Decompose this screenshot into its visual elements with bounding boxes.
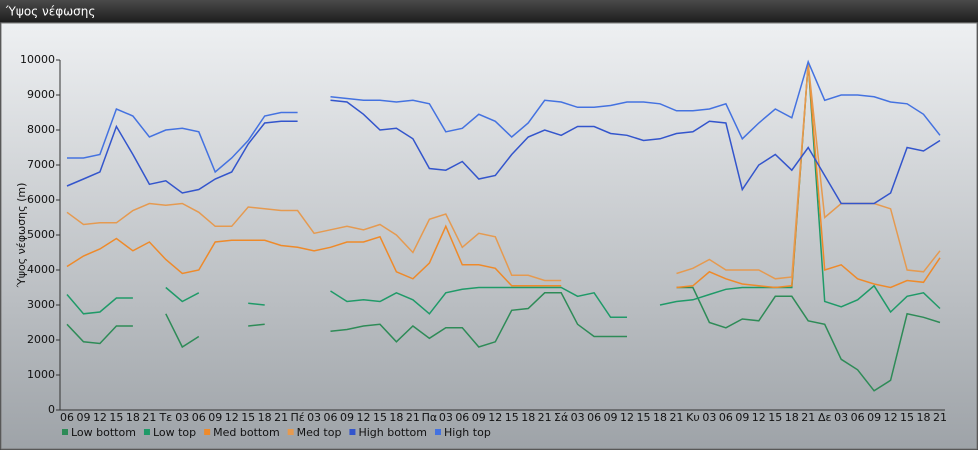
x-tick-label: 09	[735, 411, 749, 424]
x-tick-label: 09	[867, 411, 881, 424]
y-tick-label: 10000	[20, 53, 55, 66]
chart-title: Ύψος νέφωσης	[5, 5, 95, 19]
x-tick-label: 21	[142, 411, 156, 424]
x-tick-label: 06	[719, 411, 733, 424]
legend-swatch	[204, 429, 211, 435]
x-tick-label: 15	[505, 411, 519, 424]
x-tick-label: 09	[208, 411, 222, 424]
x-tick-label: 06	[324, 411, 338, 424]
x-tick-label: 15	[373, 411, 387, 424]
y-tick-label: 7000	[27, 158, 55, 171]
series-line	[66, 99, 941, 205]
x-tick-label: 15	[900, 411, 914, 424]
series-line	[66, 63, 941, 319]
legend-label: Med bottom	[213, 426, 280, 439]
x-tick-label: 15	[241, 411, 255, 424]
x-tick-label: 03	[439, 411, 453, 424]
x-tick-label: 18	[917, 411, 931, 424]
x-tick-label: 09	[340, 411, 354, 424]
x-tick-label: 06	[455, 411, 469, 424]
x-tick-label: 21	[538, 411, 552, 424]
x-tick-label: 15	[109, 411, 123, 424]
x-tick-label: 03	[702, 411, 716, 424]
x-tick-label: Σά	[554, 411, 568, 424]
y-tick-label: 9000	[27, 88, 55, 101]
x-tick-label: 09	[76, 411, 90, 424]
y-tick-label: 2000	[27, 333, 55, 346]
x-tick-label: 15	[637, 411, 651, 424]
x-tick-label: 09	[604, 411, 618, 424]
x-tick-label: Πέ	[290, 411, 304, 424]
x-tick-label: Δε	[818, 411, 832, 424]
legend-label: Low top	[153, 426, 196, 439]
x-tick-label: 12	[884, 411, 898, 424]
x-tick-label: 21	[669, 411, 683, 424]
x-tick-label: 18	[785, 411, 799, 424]
x-tick-label: 21	[933, 411, 947, 424]
legend-label: High top	[444, 426, 491, 439]
legend-swatch	[287, 429, 294, 435]
title-bar	[0, 0, 978, 22]
x-tick-label: 12	[93, 411, 107, 424]
y-tick-label: 1000	[27, 368, 55, 381]
x-tick-label: 15	[768, 411, 782, 424]
x-tick-label: 21	[406, 411, 420, 424]
x-tick-label: 03	[834, 411, 848, 424]
y-axis-title: Ύψος νέφωσης (m)	[15, 183, 28, 289]
x-tick-label: 03	[175, 411, 189, 424]
x-tick-label: 18	[521, 411, 535, 424]
x-tick-label: Τε	[158, 411, 172, 424]
x-tick-label: 18	[126, 411, 140, 424]
x-tick-label: Κυ	[686, 411, 700, 424]
x-tick-label: 21	[801, 411, 815, 424]
series-line	[67, 59, 941, 174]
x-tick-label: 18	[258, 411, 272, 424]
x-tick-label: 06	[587, 411, 601, 424]
legend-swatch	[349, 429, 356, 435]
legend-label: Med top	[297, 426, 342, 439]
x-tick-label: 09	[472, 411, 486, 424]
y-tick-label: 8000	[27, 123, 55, 136]
x-tick-label: Πα	[422, 411, 438, 424]
x-tick-label: 18	[389, 411, 403, 424]
x-tick-label: 06	[60, 411, 74, 424]
y-tick-label: 6000	[27, 193, 55, 206]
x-tick-label: 21	[274, 411, 288, 424]
x-tick-label: 12	[225, 411, 239, 424]
x-tick-label: 12	[752, 411, 766, 424]
x-tick-label: 12	[488, 411, 502, 424]
y-tick-label: 5000	[27, 228, 55, 241]
y-tick-label: 4000	[27, 263, 55, 276]
legend-label: High bottom	[358, 426, 427, 439]
y-tick-label: 3000	[27, 298, 55, 311]
series-line	[66, 286, 941, 392]
legend-swatch	[62, 429, 68, 435]
x-tick-label: 12	[356, 411, 370, 424]
x-tick-label: 18	[653, 411, 667, 424]
x-tick-label: 03	[571, 411, 585, 424]
y-tick-label: 0	[48, 403, 55, 416]
legend-swatch	[143, 429, 150, 435]
x-tick-label: 06	[851, 411, 865, 424]
legend-swatch	[435, 429, 441, 435]
x-tick-label: 06	[192, 411, 206, 424]
x-tick-label: 12	[620, 411, 634, 424]
x-tick-label: 03	[307, 411, 321, 424]
legend-label: Low bottom	[71, 426, 136, 439]
